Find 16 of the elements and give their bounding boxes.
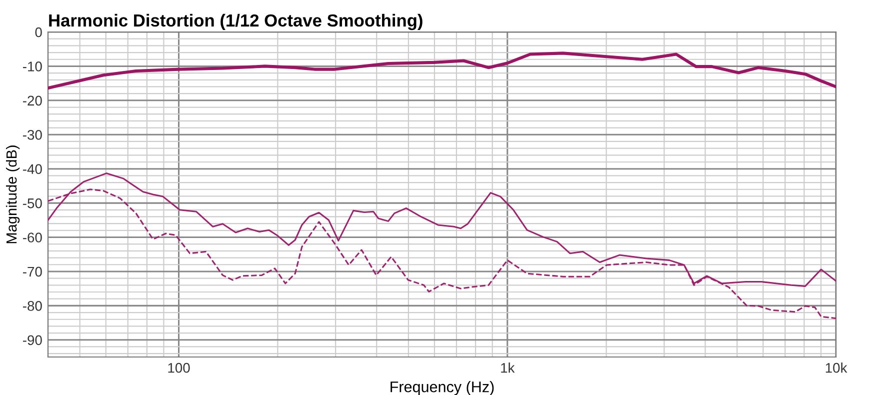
y-tick-label: -10 [22,62,42,72]
y-tick-label: -70 [22,266,42,277]
y-axis-title: Magnitude (dB) [6,146,20,244]
chart-title: Harmonic Distortion (1/12 Octave Smoothing) [49,14,422,30]
y-tick-label: -30 [22,130,42,140]
y-tick-label: -90 [22,335,42,346]
y-tick-label: 0 [35,27,42,38]
y-tick-label: -40 [22,164,42,174]
x-tick-label: 1k [501,362,515,373]
y-tick-label: -60 [22,232,42,242]
y-tick-label: -20 [22,96,42,106]
y-tick-label: -80 [22,301,42,311]
x-tick-label: 10k [826,362,848,373]
y-tick-label: -50 [22,198,42,208]
x-tick-label: 100 [168,362,190,373]
x-axis-title: Frequency (Hz) [390,381,494,395]
